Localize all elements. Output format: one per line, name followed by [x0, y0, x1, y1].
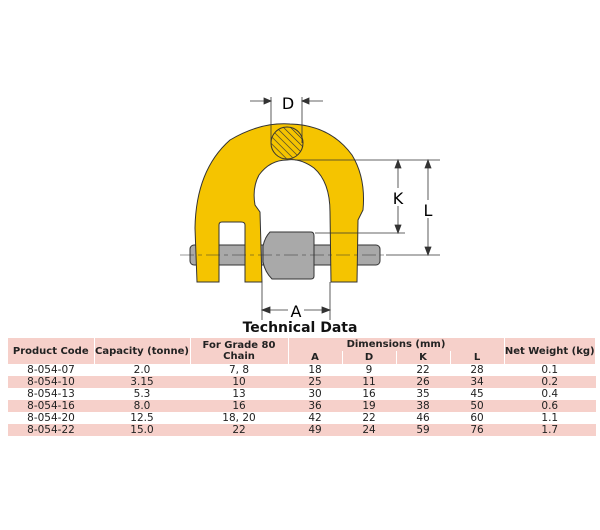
collar [262, 231, 315, 280]
table-cell: 19 [342, 400, 396, 412]
technical-data-table: Product Code Capacity (tonne) For Grade … [8, 338, 596, 436]
table-cell: 45 [470, 388, 484, 400]
table-row: 8-054-10 3.15 10 25 11 26 34 0.2 [8, 376, 596, 388]
table-cell: 0.6 [504, 400, 596, 412]
table-cell: 0.4 [541, 388, 559, 400]
table-cell: 8.0 [94, 400, 190, 412]
table-cell: 5.3 [133, 388, 151, 400]
header-dimensions: Dimensions (mm) [288, 338, 505, 351]
table-cell: 35 [416, 388, 430, 400]
header-k: K [396, 351, 451, 364]
table-cell: 3.15 [94, 376, 190, 388]
table-cell: 0.1 [541, 364, 559, 376]
table-cell: 10 [190, 376, 288, 388]
header-a: A [288, 351, 343, 364]
table-cell: 38 [396, 400, 450, 412]
dim-label-k: K [393, 189, 404, 208]
dim-label-a: A [291, 302, 302, 320]
table-cell: 8-054-16 [8, 400, 94, 412]
table-cell: 59 [396, 424, 450, 436]
section-title: Technical Data [242, 320, 358, 336]
table-cell: 16 [362, 388, 376, 400]
table-cell: 76 [450, 424, 504, 436]
table-cell: 34 [450, 376, 504, 388]
table-cell: 26 [396, 376, 450, 388]
table-cell: 42 [308, 412, 322, 424]
table-cell: 8-054-07 [27, 364, 75, 376]
link-body [194, 123, 364, 283]
header-d: D [342, 351, 397, 364]
table-cell: 1.1 [541, 412, 559, 424]
table-cell: 13 [232, 388, 246, 400]
table-cell: 22 [416, 364, 430, 376]
table-cell: 36 [288, 400, 342, 412]
table-cell: 24 [342, 424, 396, 436]
table-cell: 0.2 [504, 376, 596, 388]
table-cell: 18, 20 [222, 412, 256, 424]
header-l: L [450, 351, 505, 364]
table-row: 8-054-13 5.3 13 30 16 35 45 0.4 [8, 388, 596, 400]
table-cell: 7, 8 [228, 364, 250, 376]
table-cell: 8-054-20 [27, 412, 75, 424]
section-hatch [270, 126, 304, 160]
table-cell: 1.7 [504, 424, 596, 436]
table-cell: 11 [342, 376, 396, 388]
table-cell: 2.0 [133, 364, 151, 376]
table-cell: 16 [190, 400, 288, 412]
table-cell: 15.0 [94, 424, 190, 436]
table-cell: 22 [362, 412, 376, 424]
table-cell: 12.5 [130, 412, 154, 424]
table-cell: 49 [288, 424, 342, 436]
table-cell: 9 [365, 364, 373, 376]
table-cell: 8-054-13 [27, 388, 75, 400]
dim-label-l: L [424, 201, 433, 220]
header-capacity: Capacity (tonne) [94, 338, 191, 364]
table-row: 8-054-16 8.0 16 36 19 38 50 0.6 [8, 400, 596, 412]
table-cell: 46 [416, 412, 430, 424]
table-row: 8-054-22 15.0 22 49 24 59 76 1.7 [8, 424, 596, 436]
table-cell: 50 [450, 400, 504, 412]
table-row: 8-054-07 2.0 7, 8 18 9 22 28 0.1 [8, 364, 596, 376]
table-cell: 18 [308, 364, 322, 376]
table-cell: 25 [288, 376, 342, 388]
connecting-link-diagram: D K L A [180, 93, 440, 320]
table-cell: 8-054-22 [8, 424, 94, 436]
header-weight: Net Weight (kg) [504, 338, 596, 364]
table-cell: 60 [470, 412, 484, 424]
header-grade: For Grade 80 Chain [190, 338, 289, 364]
table-row: 8-054-20 12.5 18, 20 42 22 46 60 1.1 [8, 412, 596, 424]
table-cell: 30 [308, 388, 322, 400]
table-cell: 8-054-10 [8, 376, 94, 388]
table-cell: 28 [470, 364, 484, 376]
table-cell: 22 [190, 424, 288, 436]
header-product-code: Product Code [8, 338, 95, 364]
dim-label-d: D [282, 94, 294, 113]
